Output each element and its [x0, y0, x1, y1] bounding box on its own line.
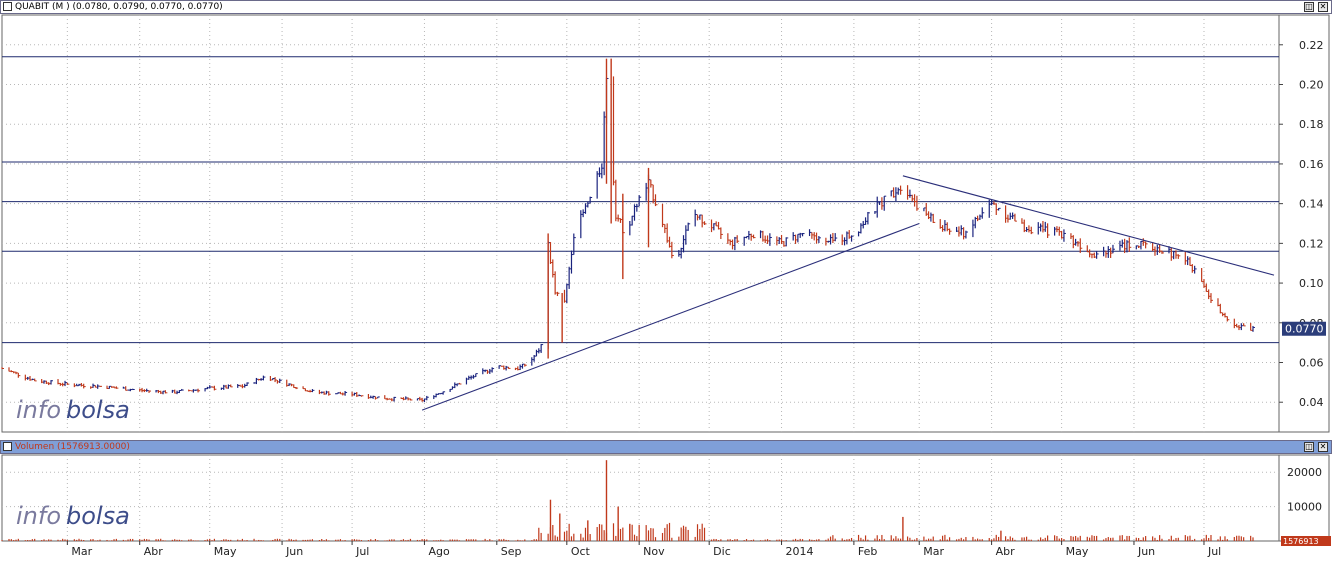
x-tick-label: Ago [428, 545, 450, 558]
price-y-tick-label: 0.06 [1299, 357, 1324, 370]
x-tick-label: Jul [1207, 545, 1221, 558]
x-tick-label: Abr [144, 545, 164, 558]
restore-icon[interactable]: ◫ [1304, 442, 1314, 452]
watermark-info: info [16, 502, 61, 530]
price-y-tick-label: 0.10 [1299, 277, 1324, 290]
price-y-tick-label: 0.18 [1299, 118, 1324, 131]
volume-y-tick-label: 10000 [1287, 501, 1322, 514]
x-tick-label: 2014 [786, 545, 814, 558]
volume-y-tick-label: 20000 [1287, 466, 1322, 479]
price-panel-header: QUABIT (M ) (0.0780, 0.0790, 0.0770, 0.0… [0, 0, 1332, 14]
close-icon[interactable]: ✕ [1318, 442, 1328, 452]
last-volume-label-bg [1281, 536, 1331, 546]
watermark-bolsa: bolsa [66, 396, 130, 424]
x-tick-label: Mar [923, 545, 944, 558]
x-tick-label: Mar [71, 545, 92, 558]
last-price-label-bg [1282, 321, 1326, 336]
volume-panel-header: Volumen (1576913.0000) ◫ ✕ [0, 440, 1332, 454]
price-y-tick-label: 0.04 [1299, 396, 1324, 409]
x-tick-label: Jun [1137, 545, 1155, 558]
price-chart: 0.040.060.080.100.120.140.160.180.200.22… [1, 14, 1330, 433]
trendline [902, 175, 1275, 276]
x-tick-label: Oct [571, 545, 591, 558]
trendline [421, 222, 920, 411]
price-y-tick-label: 0.12 [1299, 237, 1324, 250]
price-y-tick-label: 0.14 [1299, 198, 1324, 211]
x-tick-label: Nov [643, 545, 665, 558]
restore-icon[interactable]: ◫ [1304, 2, 1314, 12]
x-tick-label: Dic [713, 545, 731, 558]
price-y-tick-label: 0.20 [1299, 79, 1324, 92]
last-price-label: 0.0770 [1285, 323, 1324, 336]
x-tick-label: May [1066, 545, 1089, 558]
price-y-tick-label: 0.16 [1299, 158, 1324, 171]
window-icon [3, 442, 12, 451]
window-icon [3, 2, 12, 11]
x-tick-label: Jun [285, 545, 303, 558]
volume-chart: 20000 10000 Mar Abr May Jun Jul Ago Sep Oct Nov Dic… [1, 454, 1331, 558]
price-panel-title: QUABIT (M ) (0.0780, 0.0790, 0.0770, 0.0… [15, 2, 223, 12]
x-tick-label: Feb [858, 545, 877, 558]
last-volume-label: 1576913 [1283, 537, 1319, 546]
watermark-info: info [16, 396, 61, 424]
close-icon[interactable]: ✕ [1318, 2, 1328, 12]
watermark-bolsa: bolsa [66, 502, 130, 530]
volume-plot-frame [1, 454, 1330, 542]
x-tick-label: May [214, 545, 237, 558]
volume-panel-title: Volumen (1576913.0000) [15, 442, 130, 452]
x-tick-label: Jul [355, 545, 369, 558]
x-tick-label: Sep [501, 545, 522, 558]
x-tick-label: Abr [996, 545, 1016, 558]
price-y-tick-label: 0.22 [1299, 39, 1324, 52]
price-plot-frame [1, 14, 1330, 433]
